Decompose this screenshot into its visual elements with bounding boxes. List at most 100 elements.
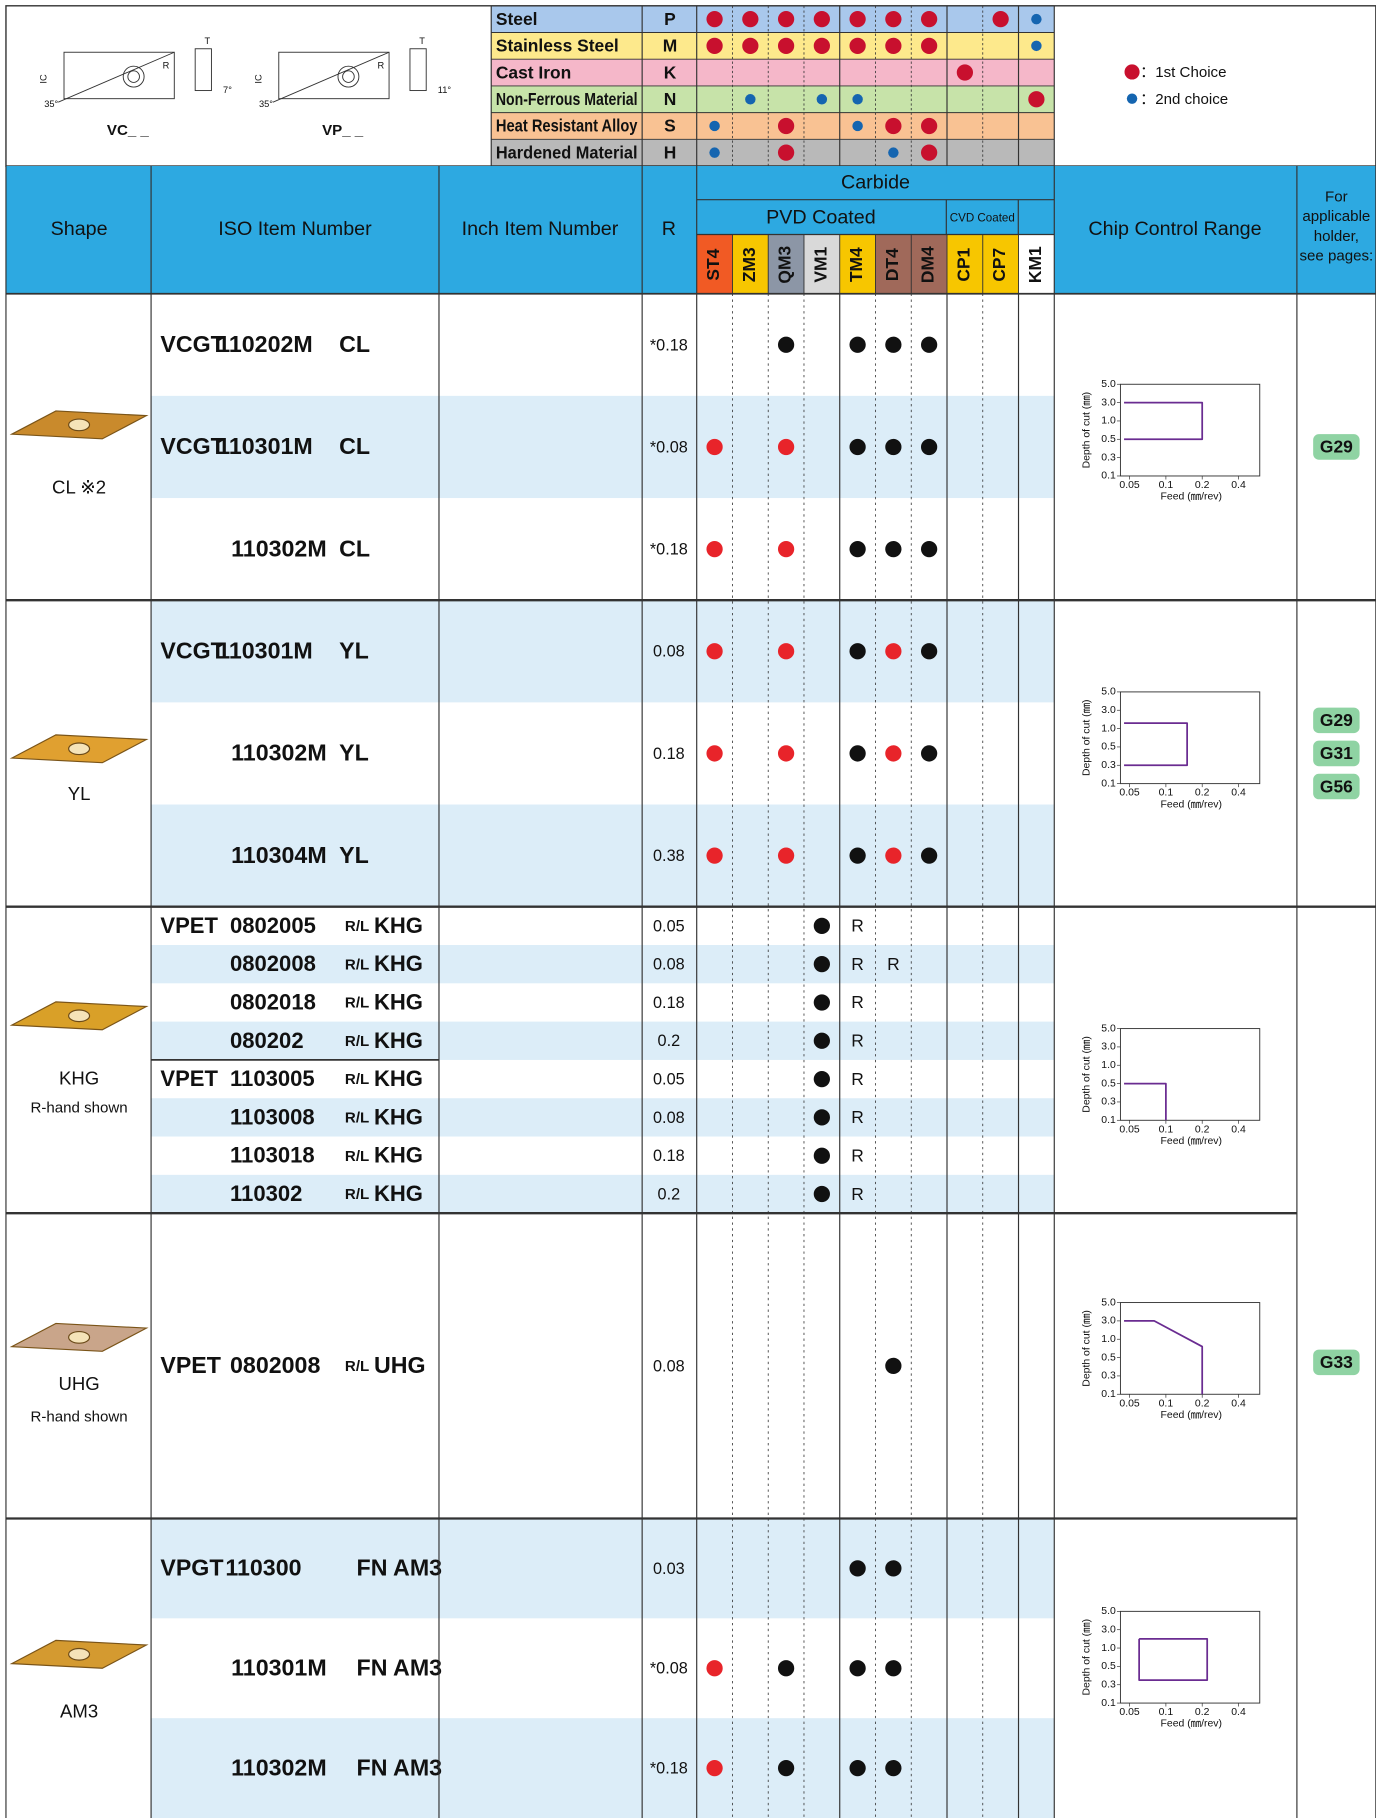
shape-label: CL ※2 xyxy=(52,477,106,498)
r-value: 0.18 xyxy=(653,994,685,1012)
stock-dot xyxy=(706,438,723,456)
header-shape: Shape xyxy=(51,218,108,240)
iso-number: 110302M xyxy=(231,1754,326,1780)
material-mark xyxy=(885,37,902,54)
material-mark xyxy=(885,11,902,28)
stock-dot xyxy=(849,1560,866,1577)
iso-suffix: FN AM3 xyxy=(357,1655,443,1681)
iso-hand: R/L xyxy=(345,1071,369,1088)
r-value: 0.2 xyxy=(658,1032,681,1050)
stock-dot xyxy=(777,1660,795,1677)
iso-number: 0802008 xyxy=(230,1352,320,1378)
stock-mark: R xyxy=(851,916,864,936)
iso-prefix: VPET xyxy=(160,913,218,938)
diagram-label: VC_ _ xyxy=(107,122,150,139)
stock-mark: R xyxy=(851,1069,864,1089)
iso-suffix: KHG xyxy=(374,1104,423,1129)
header-r: R xyxy=(662,218,676,240)
stock-dot xyxy=(706,540,723,558)
iso-number: 110301M xyxy=(217,638,312,664)
header-holder: see pages: xyxy=(1299,248,1373,265)
header-holder: holder, xyxy=(1314,228,1359,245)
x-axis-label: Feed (㎜/rev) xyxy=(1161,1136,1222,1147)
iso-suffix: KHG xyxy=(374,913,423,938)
material-mark xyxy=(706,11,723,28)
r-value: 0.08 xyxy=(653,643,685,661)
row-shade xyxy=(151,1718,1055,1818)
holder-page: G29 xyxy=(1320,437,1353,457)
stock-mark: R xyxy=(851,1031,864,1051)
diagram-hole xyxy=(342,70,355,83)
y-tick-label: 5.0 xyxy=(1101,1023,1116,1034)
x-tick-label: 0.4 xyxy=(1231,1124,1246,1135)
diagram-side xyxy=(194,48,212,92)
header-iso: ISO Item Number xyxy=(218,218,372,240)
row-shade xyxy=(151,1098,1055,1137)
stock-mark: R xyxy=(851,992,864,1012)
stock-dot xyxy=(920,438,938,456)
material-mark xyxy=(709,120,720,132)
r-value: 0.05 xyxy=(653,917,685,935)
x-tick-label: 0.2 xyxy=(1195,1398,1210,1409)
iso-hand: R/L xyxy=(345,956,369,973)
material-mark xyxy=(745,94,756,105)
material-mark xyxy=(920,117,938,135)
stock-dot xyxy=(849,745,866,762)
holder-badge xyxy=(1313,1349,1360,1376)
iso-hand: R/L xyxy=(345,995,369,1012)
y-tick-label: 1.0 xyxy=(1101,416,1116,427)
grade-name: QM3 xyxy=(775,246,795,284)
header-chip: Chip Control Range xyxy=(1088,218,1261,240)
y-axis-label: Depth of cut (㎜) xyxy=(1082,392,1093,469)
y-tick-label: 0.1 xyxy=(1101,1698,1116,1709)
grade-header xyxy=(982,234,1019,294)
iso-number: 110302M xyxy=(231,535,326,561)
iso-suffix: UHG xyxy=(374,1352,426,1378)
diagram-dim: IC xyxy=(39,74,49,84)
diagram-hole xyxy=(127,70,140,83)
iso-hand: R/L xyxy=(345,1186,369,1203)
iso-number: 1103018 xyxy=(230,1143,315,1168)
x-tick-label: 0.4 xyxy=(1231,480,1246,491)
shape-label: AM3 xyxy=(60,1700,98,1721)
stock-dot xyxy=(849,643,866,660)
header-cell xyxy=(1054,166,1376,294)
diagram-dim: IC xyxy=(253,74,263,84)
x-tick-label: 0.2 xyxy=(1195,788,1210,799)
stock-dot xyxy=(813,1109,830,1126)
x-tick-label: 0.2 xyxy=(1195,480,1210,491)
material-mark xyxy=(920,144,938,161)
r-value: 0.18 xyxy=(653,745,685,763)
header-cvd: CVD Coated xyxy=(950,211,1015,224)
stock-dot xyxy=(885,438,902,456)
stock-dot xyxy=(920,643,938,660)
material-mark xyxy=(849,37,866,54)
y-tick-label: 5.0 xyxy=(1101,1606,1116,1617)
holder-badge xyxy=(1313,434,1360,460)
stock-dot xyxy=(706,1759,723,1777)
grade-name: VM1 xyxy=(810,246,830,282)
material-code: H xyxy=(664,142,677,162)
x-tick-label: 0.1 xyxy=(1159,1398,1174,1409)
stock-dot xyxy=(706,745,723,762)
stock-mark: R xyxy=(851,954,864,974)
iso-suffix: KHG xyxy=(374,1143,423,1168)
material-code: M xyxy=(663,36,678,56)
iso-suffix: KHG xyxy=(374,951,423,976)
iso-prefix: VPET xyxy=(160,1352,221,1378)
iso-suffix: CL xyxy=(339,535,370,561)
stock-mark: R xyxy=(851,1184,864,1204)
iso-suffix: KHG xyxy=(374,1028,423,1053)
y-axis-label: Depth of cut (㎜) xyxy=(1082,699,1093,776)
stock-dot xyxy=(920,540,938,558)
material-mark xyxy=(888,147,899,158)
y-tick-label: 3.0 xyxy=(1101,705,1116,716)
grade-name: ST4 xyxy=(703,248,723,280)
material-mark xyxy=(849,11,866,28)
insert-hole xyxy=(68,1330,91,1344)
holder-page: G31 xyxy=(1320,743,1353,763)
choice-label: ：2nd choice xyxy=(1140,91,1228,108)
y-tick-label: 1.0 xyxy=(1101,723,1116,734)
stock-dot xyxy=(813,1185,830,1203)
